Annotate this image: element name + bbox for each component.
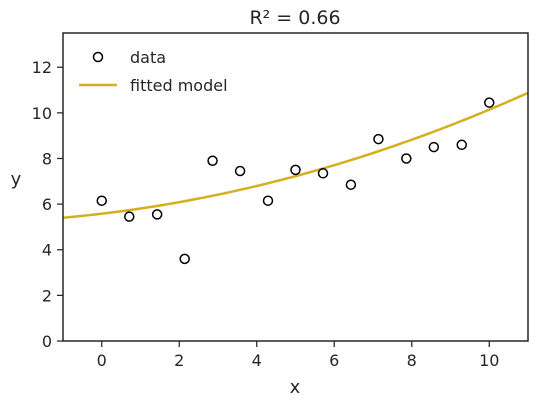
x-tick-label: 6: [329, 351, 339, 370]
x-axis-label: x: [290, 377, 301, 398]
data-point: [234, 165, 246, 177]
chart-title: R² = 0.66: [249, 7, 340, 29]
data-point: [373, 133, 384, 145]
data-point: [179, 253, 190, 265]
data-point: [484, 97, 495, 108]
axes-frame: [62, 32, 529, 342]
y-tick-label: 6: [42, 195, 52, 214]
data-point: [207, 155, 218, 167]
data-point: [290, 164, 301, 176]
data-point: [345, 179, 357, 190]
axes: 0 2 4 6 8 10 0 2 4 6 8 10 12: [32, 32, 529, 370]
y-tick-label: 2: [42, 286, 52, 305]
data-point: [456, 139, 467, 151]
data-point: [262, 195, 274, 206]
x-tick-label: 2: [174, 351, 184, 370]
legend-label-fitted-model: fitted model: [130, 76, 228, 95]
fitted-model-line: [63, 91, 528, 219]
data-point: [151, 209, 163, 220]
x-tick-label: 0: [97, 351, 107, 370]
y-tick-label: 0: [42, 332, 52, 351]
y-axis-label: y: [11, 169, 22, 190]
data-point: [401, 153, 412, 164]
legend-label-data: data: [130, 48, 166, 67]
y-tick-label: 4: [42, 241, 52, 260]
y-tick-label: 10: [32, 104, 52, 123]
x-tick-label: 10: [479, 351, 499, 370]
plot-area: [63, 91, 528, 265]
data-point: [317, 168, 329, 179]
data-point: [428, 141, 440, 153]
x-tick-label: 4: [252, 351, 262, 370]
data-point: [96, 195, 107, 206]
data-point: [124, 211, 135, 222]
legend-marker-data: [92, 51, 104, 63]
y-tick-label: 12: [32, 58, 52, 77]
legend: data fitted model: [79, 48, 228, 95]
x-tick-label: 8: [407, 351, 417, 370]
y-tick-label: 8: [42, 149, 52, 168]
